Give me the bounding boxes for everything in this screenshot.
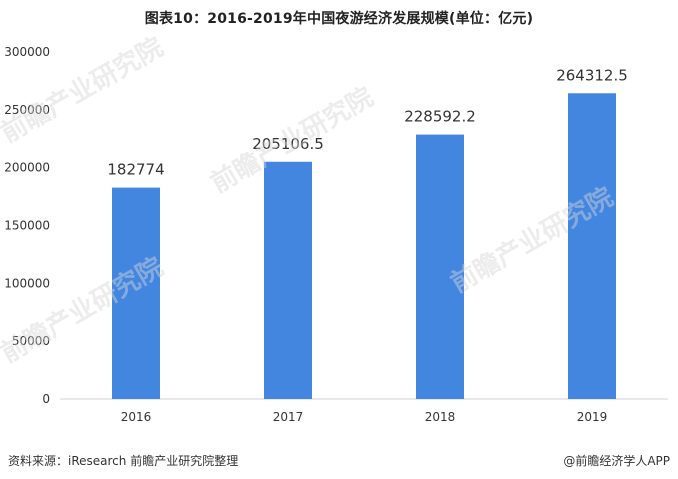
bar xyxy=(568,93,616,400)
y-tick-label: 150000 xyxy=(4,219,50,233)
data-label: 264312.5 xyxy=(556,66,628,84)
y-tick-label: 0 xyxy=(42,392,50,406)
footer: 资料来源：iResearch 前瞻产业研究院整理 @前瞻经济学人APP xyxy=(8,452,670,470)
bar xyxy=(264,161,312,399)
y-tick-label: 250000 xyxy=(4,103,50,117)
brand-credit: @前瞻经济学人APP xyxy=(563,454,670,468)
bar xyxy=(112,187,160,399)
y-tick-label: 300000 xyxy=(4,45,50,59)
source-note: 资料来源：iResearch 前瞻产业研究院整理 xyxy=(8,454,239,468)
x-tick-label: 2016 xyxy=(121,410,152,424)
y-tick-label: 50000 xyxy=(12,334,50,348)
x-tick-label: 2018 xyxy=(425,410,456,424)
y-tick-label: 200000 xyxy=(4,161,50,175)
y-tick-label: 100000 xyxy=(4,276,50,290)
bar xyxy=(416,134,464,399)
x-tick-label: 2017 xyxy=(273,410,304,424)
data-label: 182774 xyxy=(107,161,164,179)
x-tick-label: 2019 xyxy=(577,410,608,424)
data-label: 205106.5 xyxy=(252,135,324,153)
chart-title: 图表10：2016-2019年中国夜游经济发展规模(单位：亿元) xyxy=(144,11,534,27)
data-label: 228592.2 xyxy=(404,108,476,126)
